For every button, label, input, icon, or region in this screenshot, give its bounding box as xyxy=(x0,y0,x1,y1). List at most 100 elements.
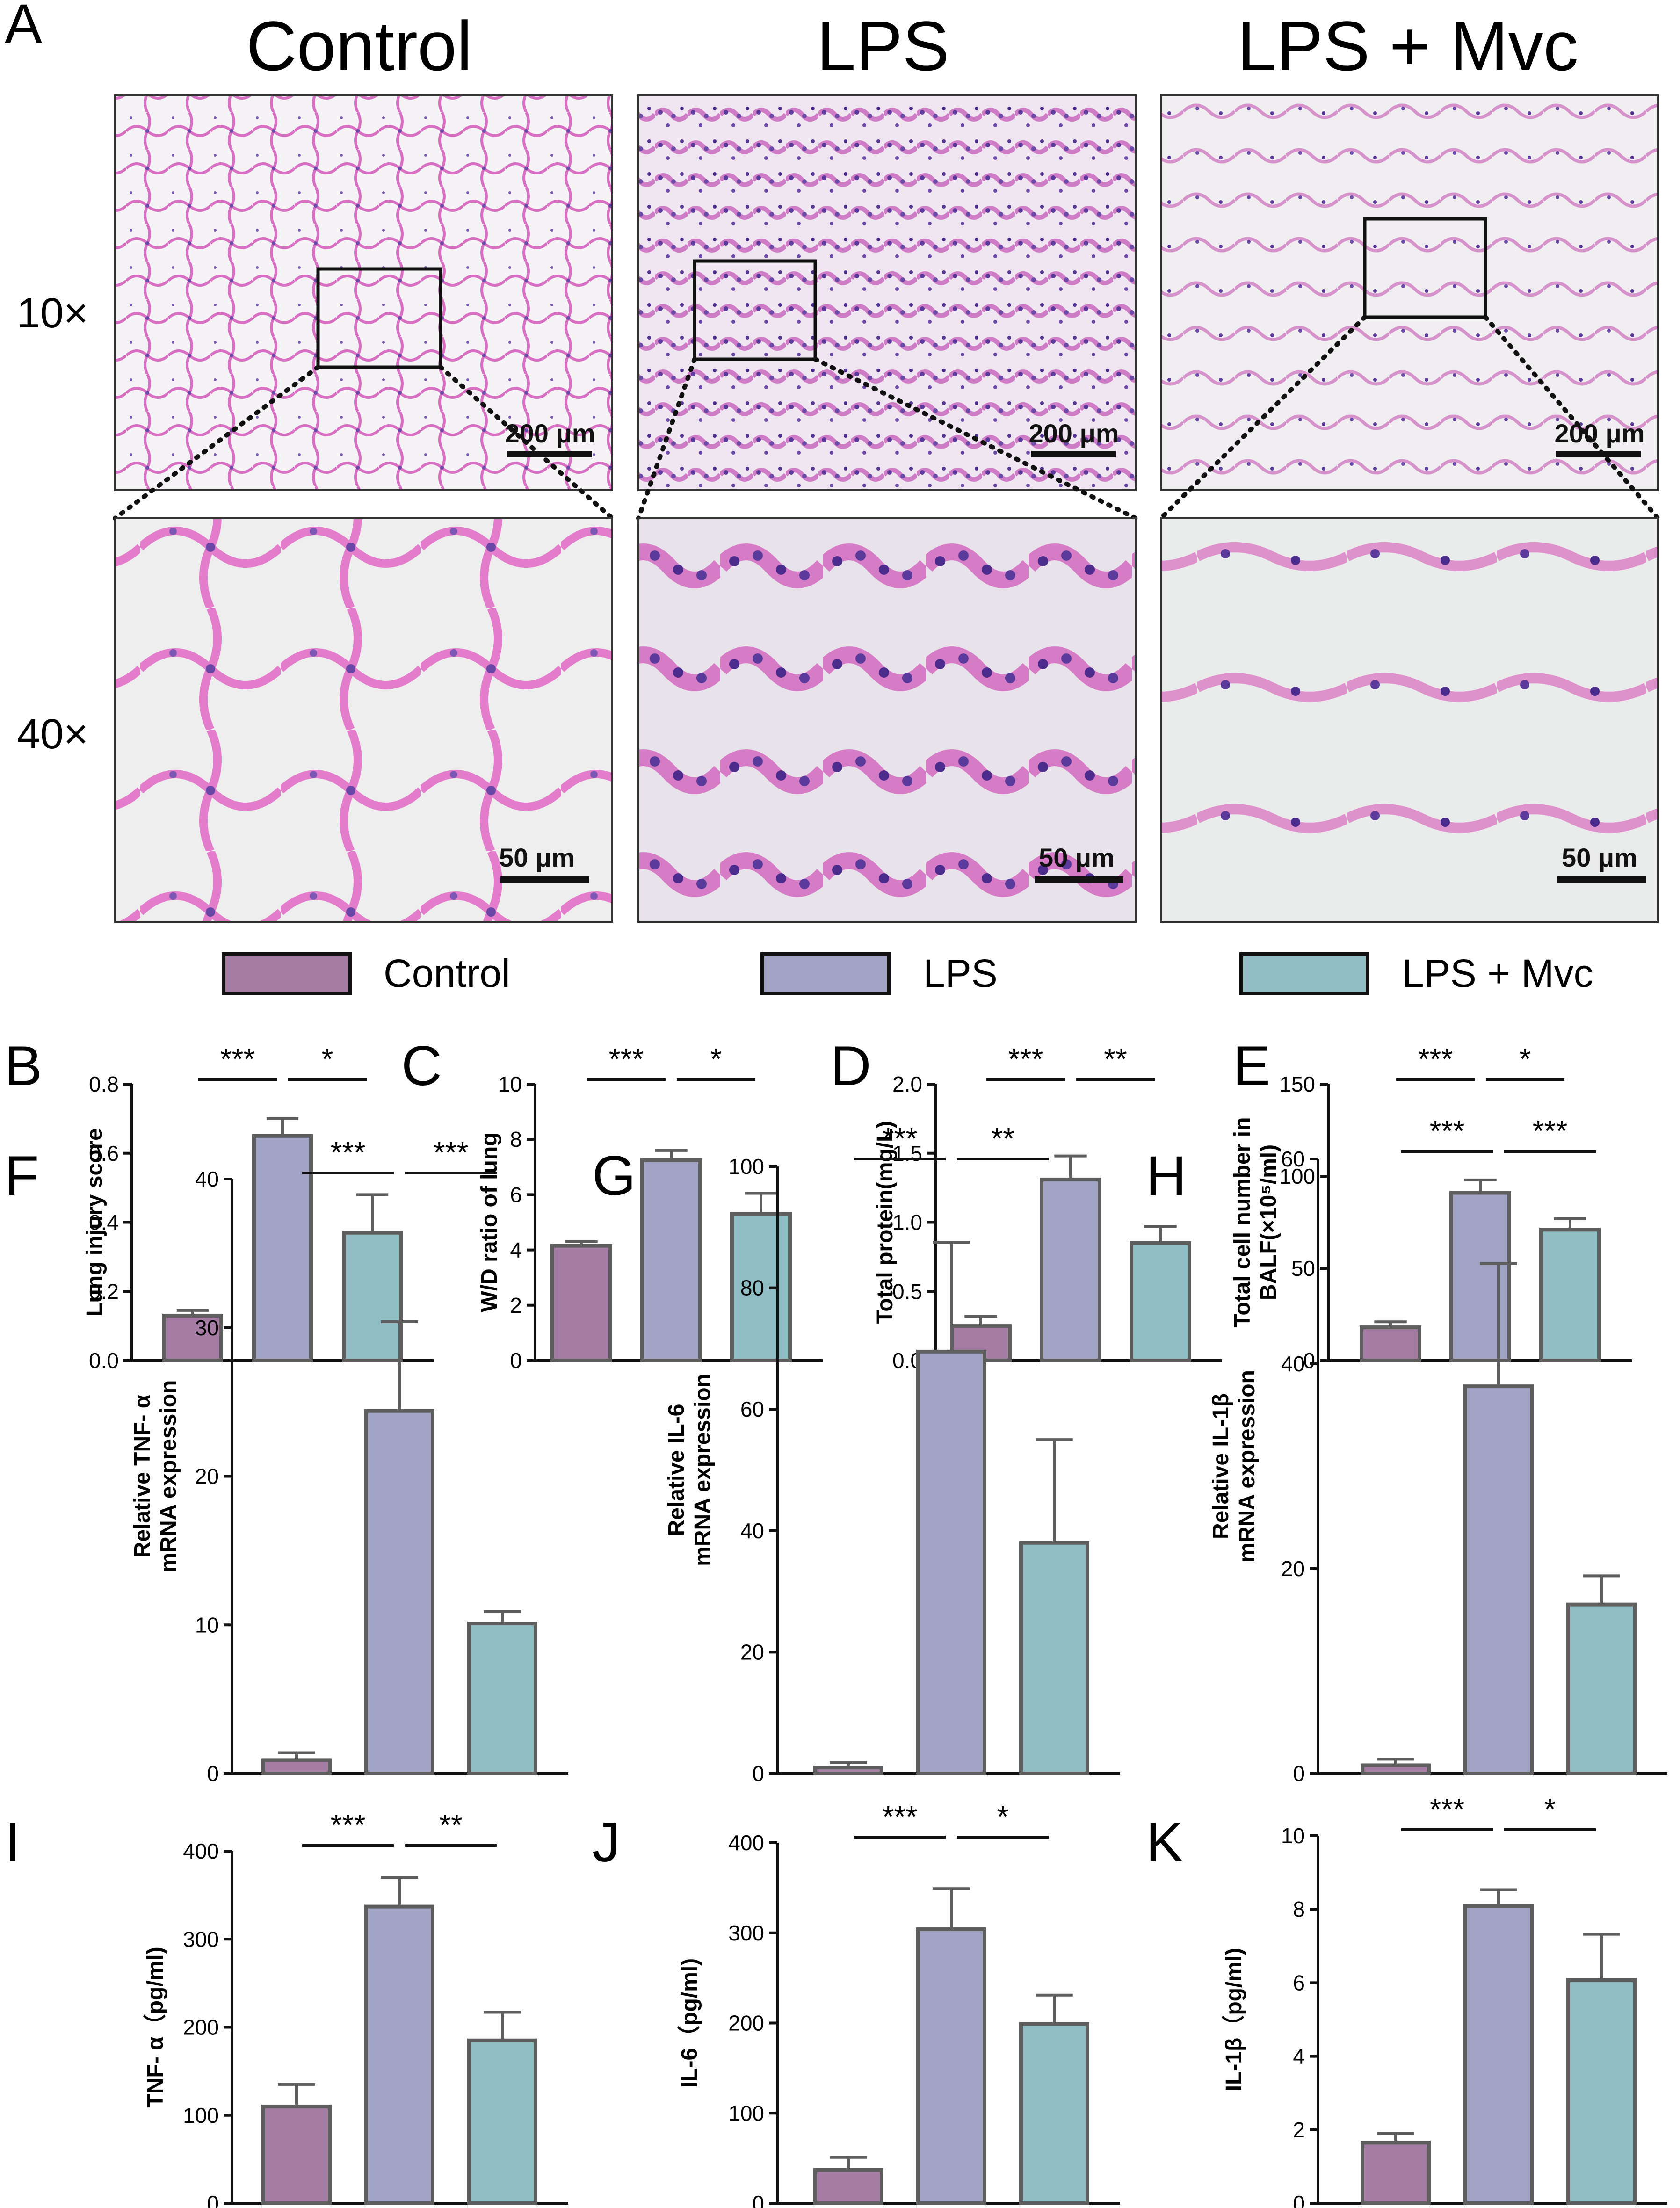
micrograph-lps-40x xyxy=(637,517,1137,923)
significance-label: *** xyxy=(883,1122,918,1155)
panel-letter-k: K xyxy=(1146,1811,1183,1874)
bar-control xyxy=(261,2104,332,2205)
significance-label: *** xyxy=(609,1042,644,1076)
bar-control xyxy=(1361,2141,1431,2206)
scale-bar-label: 200 μm xyxy=(505,419,595,448)
scale-bar-label: 50 μm xyxy=(1562,843,1637,872)
scale-bar-label: 50 μm xyxy=(1039,843,1115,872)
panel-letter-h: H xyxy=(1146,1144,1187,1207)
zoom-guide-lines xyxy=(113,315,1660,521)
y-tick-label: 0 xyxy=(510,1348,522,1373)
y-tick-label: 2.0 xyxy=(892,1072,922,1096)
y-tick-label: 0 xyxy=(1293,1761,1305,1786)
column-title-lps: LPS xyxy=(817,7,949,85)
y-tick-label: 0.0 xyxy=(89,1348,119,1373)
zoom-box-lps xyxy=(693,259,817,361)
bar-lps xyxy=(916,1927,986,2206)
y-tick-label: 0 xyxy=(207,1761,219,1786)
y-tick-label: 100 xyxy=(728,2101,764,2125)
y-axis-label: IL-6（pg/ml) xyxy=(677,1958,702,2088)
scale-bar-label: 50 μm xyxy=(499,843,575,872)
y-axis-label: Relative TNF- α xyxy=(130,1394,155,1558)
y-tick-label: 400 xyxy=(728,1831,764,1855)
y-tick-label: 100 xyxy=(183,2103,219,2128)
y-tick-label: 0 xyxy=(1303,1348,1315,1373)
y-axis-label: BALF(×10⁵/ml) xyxy=(1256,1144,1281,1300)
significance-label: * xyxy=(1520,1042,1531,1076)
y-axis-label: mRNA expression xyxy=(156,1380,181,1573)
y-axis-label: Relative IL-6 xyxy=(664,1404,689,1536)
panel-letter-a: A xyxy=(5,0,42,55)
significance-label: * xyxy=(322,1042,333,1076)
scale-bar-lps-40x: 50 μm xyxy=(1035,843,1123,883)
bar-lps xyxy=(1463,1904,1534,2206)
bar-lps-mvc xyxy=(730,1212,792,1363)
y-tick-label: 1.5 xyxy=(892,1141,922,1166)
panel-letter-f: F xyxy=(5,1144,39,1207)
micrograph-lps-mvc-40x xyxy=(1160,517,1659,923)
legend-label-lps-mvc: LPS + Mvc xyxy=(1402,951,1593,995)
y-tick-label: 60 xyxy=(740,1397,764,1421)
row-label-10x: 10× xyxy=(17,290,88,337)
y-axis-label: mRNA expression xyxy=(1235,1370,1260,1563)
significance-label: *** xyxy=(220,1042,255,1076)
y-tick-label: 0 xyxy=(752,1761,764,1786)
y-tick-label: 300 xyxy=(183,1927,219,1951)
y-tick-label: 4 xyxy=(510,1238,522,1262)
significance-label: *** xyxy=(331,1808,366,1842)
bar-lps-mvc xyxy=(1130,1241,1191,1362)
y-tick-label: 8 xyxy=(510,1127,522,1151)
y-tick-label: 20 xyxy=(1281,1556,1305,1581)
y-tick-label: 2 xyxy=(510,1293,522,1318)
panel-letter-e: E xyxy=(1233,1035,1270,1097)
y-axis-label: Total protein(mg/L) xyxy=(873,1121,898,1324)
y-tick-label: 10 xyxy=(498,1072,522,1096)
significance-label: *** xyxy=(1430,1114,1465,1148)
legend: Control LPS LPS + Mvc xyxy=(222,951,1593,995)
bar-lps-mvc xyxy=(1539,1228,1601,1362)
y-tick-label: 200 xyxy=(183,2015,219,2040)
significance-label: *** xyxy=(1533,1114,1568,1148)
bar-lps xyxy=(364,1409,434,1775)
bar-lps xyxy=(640,1158,702,1362)
y-tick-label: 30 xyxy=(195,1316,219,1340)
y-tick-label: 50 xyxy=(1291,1256,1315,1281)
chart-g: G 0 20 40 60 80 100 Relative IL-6 mRNA expressio… xyxy=(592,1122,1120,1786)
y-tick-label: 4 xyxy=(1293,2044,1305,2069)
y-tick-label: 1.0 xyxy=(892,1210,922,1235)
y-tick-label: 20 xyxy=(195,1464,219,1489)
y-axis-label: TNF- α（pg/ml) xyxy=(143,1947,168,2107)
zoom-box-control xyxy=(316,267,442,369)
row-label-40x: 40× xyxy=(17,711,88,758)
y-axis-label: Lung injury score xyxy=(82,1128,107,1317)
legend-label-lps: LPS xyxy=(923,951,998,995)
bar-control xyxy=(813,1766,883,1776)
y-tick-label: 6 xyxy=(510,1182,522,1207)
scale-bar-control-40x: 50 μm xyxy=(499,843,589,883)
y-tick-label: 0 xyxy=(752,2191,764,2208)
y-tick-label: 200 xyxy=(728,2011,764,2035)
bar-control xyxy=(1360,1325,1421,1363)
y-tick-label: 0 xyxy=(207,2191,219,2208)
bar-lps xyxy=(364,1904,434,2205)
scale-bar-lps-10x: 200 μm xyxy=(1028,419,1119,457)
y-tick-label: 0.8 xyxy=(89,1072,119,1096)
column-title-control: Control xyxy=(246,7,472,85)
bar-lps-mvc xyxy=(467,2038,537,2205)
micrograph-control-40x xyxy=(114,517,613,923)
y-tick-label: 0.2 xyxy=(89,1279,119,1303)
y-tick-label: 300 xyxy=(728,1921,764,1945)
y-tick-label: 0.5 xyxy=(892,1279,922,1303)
panel-a-histology: A Control LPS LPS + Mvc 10× 40× 200 μm 2 xyxy=(5,0,1660,923)
significance-label: *** xyxy=(883,1800,918,1833)
bar-lps-mvc xyxy=(1566,1602,1637,1775)
y-tick-label: 2 xyxy=(1293,2118,1305,2142)
significance-label: ** xyxy=(1104,1042,1127,1076)
panel-letter-g: G xyxy=(592,1144,636,1207)
